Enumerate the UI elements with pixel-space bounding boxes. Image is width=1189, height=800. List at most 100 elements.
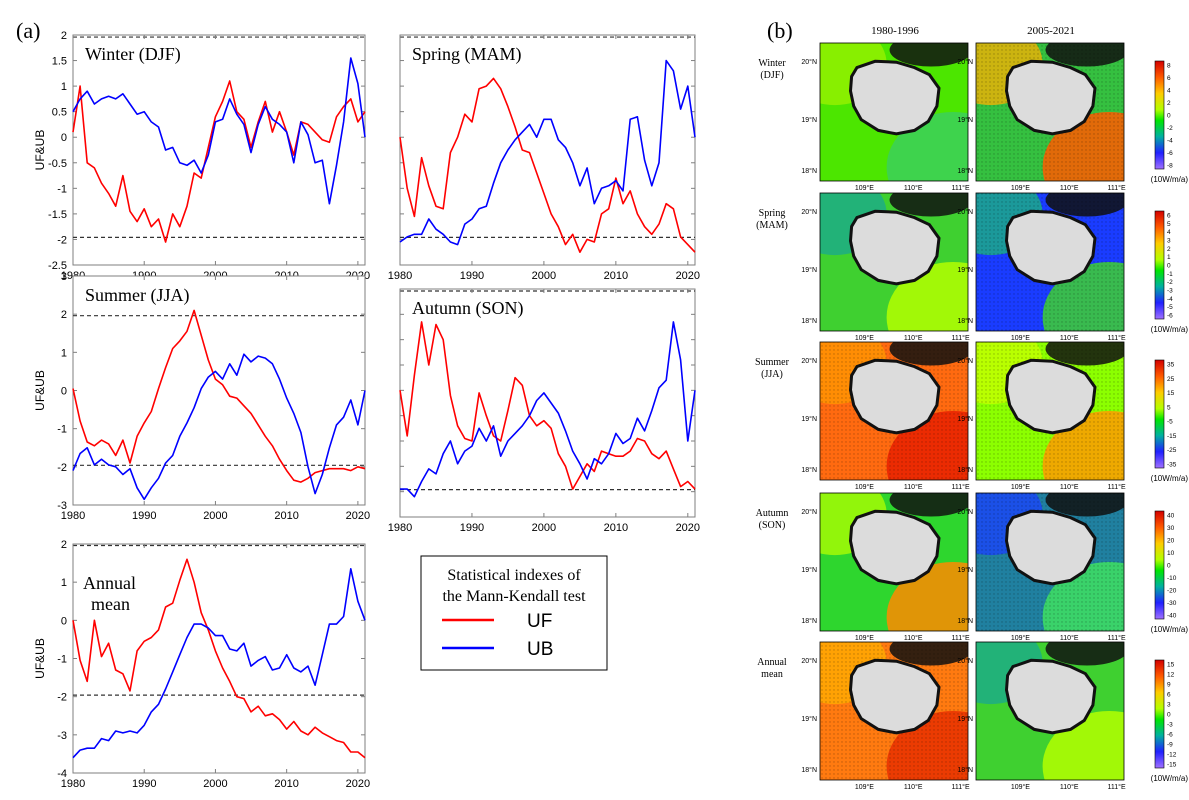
- lat-label: 18°N: [957, 766, 973, 774]
- map-field: [976, 193, 1124, 331]
- map-field: [820, 193, 968, 331]
- lat-label: 20°N: [957, 508, 973, 516]
- series-ub: [72, 567, 366, 759]
- lon-label: 109°E: [855, 184, 874, 192]
- ytick-label: 0: [61, 615, 67, 627]
- colorbar-tick: 9: [1167, 682, 1171, 689]
- legend-title-line2: the Mann-Kendall test: [442, 588, 586, 605]
- lat-label: 18°N: [801, 167, 817, 175]
- colorbar-tick: -10: [1167, 575, 1177, 582]
- ytick-label: -1: [57, 183, 67, 195]
- colorbar-tick: -9: [1167, 742, 1173, 749]
- map-frame: [975, 192, 1125, 332]
- row-label: Summer: [755, 357, 790, 368]
- row-label: Winter: [758, 58, 786, 69]
- colorbar-3: 40 30 20 10 0 -10 -20 -30 -40 (10W/m/a): [1151, 510, 1189, 634]
- lat-label: 19°N: [957, 415, 973, 423]
- colorbar-tick: 8: [1167, 63, 1171, 70]
- lat-label: 18°N: [957, 466, 973, 474]
- lon-label: 110°E: [904, 783, 923, 791]
- lat-label: 19°N: [801, 566, 817, 574]
- ytick-label: 0: [61, 132, 67, 144]
- colorbar-tick: 3: [1167, 238, 1171, 245]
- xtick-label: 2000: [203, 510, 227, 522]
- row-label: (JJA): [761, 369, 783, 380]
- lat-label: 19°N: [801, 715, 817, 723]
- ytick-label: 2: [61, 539, 67, 551]
- lon-label: 111°E: [952, 783, 970, 791]
- series-ub: [400, 321, 696, 498]
- series-ub: [72, 353, 366, 501]
- lat-label: 20°N: [801, 508, 817, 516]
- colorbar-unit: (10W/m/a): [1151, 625, 1189, 634]
- chart-0: -2.5-2-1.5-1-0.500.511.52198019902000201…: [33, 30, 370, 282]
- chart-1: 1980 1990 2000 2010 2020 Spring (MAM): [388, 34, 700, 282]
- row-label: Annual: [757, 657, 787, 668]
- colorbar-unit: (10W/m/a): [1151, 774, 1189, 783]
- series-uf: [72, 558, 366, 759]
- colorbar-tick: 6: [1167, 692, 1171, 699]
- xtick-label: 2020: [346, 510, 370, 522]
- legend-box: [420, 555, 608, 671]
- lon-label: 109°E: [855, 483, 874, 491]
- ytick-label: 1: [61, 347, 67, 359]
- colorbar-tick: 5: [1167, 404, 1171, 411]
- lon-label: 110°E: [904, 334, 923, 342]
- colorbar-tick: -25: [1167, 447, 1177, 454]
- colorbar-tick: -40: [1167, 613, 1177, 620]
- colorbar-unit: (10W/m/a): [1151, 325, 1189, 334]
- xtick-label: 1980: [388, 270, 412, 282]
- lon-label: 110°E: [1060, 483, 1079, 491]
- chart-title: Spring (MAM): [412, 44, 522, 65]
- colorbar-unit: (10W/m/a): [1151, 175, 1189, 184]
- xtick-label: 1990: [460, 522, 484, 534]
- lon-label: 111°E: [1108, 334, 1126, 342]
- lon-label: 111°E: [952, 634, 970, 642]
- colorbar-tick: -30: [1167, 600, 1177, 607]
- ytick-label: -2: [57, 692, 67, 704]
- ytick-label: -2.5: [48, 260, 67, 272]
- colorbar-tick: -2: [1167, 279, 1173, 286]
- ytick-label: 0: [61, 386, 67, 398]
- lat-label: 20°N: [801, 357, 817, 365]
- lon-label: 110°E: [1060, 334, 1079, 342]
- colorbar-tick: -4: [1167, 296, 1173, 303]
- colorbar-tick: 4: [1167, 229, 1171, 236]
- colorbar-tick: 0: [1167, 712, 1171, 719]
- map-field: [820, 342, 968, 480]
- island-land: [1004, 358, 1097, 435]
- colorbar-tick: 3: [1167, 702, 1171, 709]
- colorbar-tick: -15: [1167, 433, 1177, 440]
- col-header-1: 1980-1996: [871, 25, 919, 37]
- colorbar-tick: -12: [1167, 752, 1177, 759]
- ytick-label: 1: [61, 81, 67, 93]
- mainland-coast: [889, 43, 968, 67]
- lon-label: 109°E: [855, 634, 874, 642]
- ytick-label: 0.5: [52, 107, 67, 119]
- ytick-label: 2: [61, 309, 67, 321]
- island-land: [1004, 509, 1097, 586]
- lon-label: 109°E: [1011, 634, 1030, 642]
- map-frame: [819, 641, 969, 781]
- xtick-label: 2020: [676, 270, 700, 282]
- chart-title: mean: [91, 594, 130, 614]
- colorbar-1: 654 321 0-1-2 -3-4-5 -6 (10W/m/a): [1151, 210, 1189, 334]
- colorbar-4: 15 12 9 6 3 0 -3 -6 -9 -12 -15 (10W/m/a): [1151, 659, 1189, 783]
- ytick-label: -1: [57, 424, 67, 436]
- legend-uf-label: UF: [527, 611, 552, 632]
- island-land: [848, 59, 941, 136]
- lat-label: 20°N: [957, 208, 973, 216]
- map-field: [976, 342, 1124, 480]
- xtick-label: 2010: [604, 270, 628, 282]
- island-land: [848, 209, 941, 286]
- colorbar-tick: -6: [1167, 313, 1173, 320]
- lat-label: 19°N: [801, 266, 817, 274]
- series-uf: [399, 77, 696, 253]
- map-2-0: 20°N 19°N 18°N 109°E 110°E 111°E: [801, 341, 970, 491]
- row-label: Spring: [759, 208, 786, 219]
- colorbar-tick: -20: [1167, 588, 1177, 595]
- mainland-coast: [889, 193, 968, 217]
- xtick-label: 1980: [61, 510, 85, 522]
